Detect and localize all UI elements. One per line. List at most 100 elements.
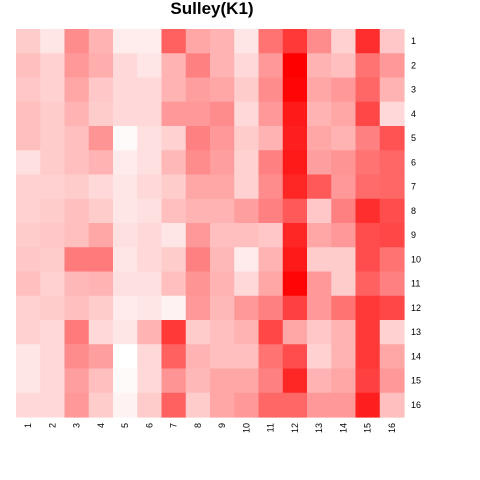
row-tick-label: 16 [411, 400, 421, 410]
heatmap-cell [258, 150, 284, 176]
heatmap-cell [379, 150, 405, 176]
heatmap-cell [161, 271, 187, 297]
heatmap-cell [210, 198, 235, 224]
heatmap-cell [88, 320, 114, 345]
heatmap-cell [234, 295, 260, 321]
heatmap-cell [379, 101, 405, 127]
heatmap-cell [64, 126, 90, 151]
heatmap-cell [88, 271, 114, 297]
heatmap-cell [331, 53, 357, 79]
heatmap-cell [282, 247, 308, 273]
heatmap-cell [331, 101, 357, 127]
heatmap-cell [307, 392, 332, 418]
heatmap-cell [40, 29, 66, 54]
heatmap-cell [40, 174, 66, 200]
heatmap-cell [16, 247, 41, 273]
heatmap-cell [64, 320, 90, 345]
col-tick-label: 15 [363, 423, 373, 433]
heatmap-cell [210, 29, 235, 54]
heatmap-cell [40, 344, 66, 370]
heatmap-cell [113, 392, 138, 418]
heatmap-cell [40, 320, 66, 345]
heatmap-cell [40, 150, 66, 176]
heatmap-cell [282, 344, 308, 370]
heatmap-cell [161, 53, 187, 79]
heatmap-cell [210, 247, 235, 273]
heatmap-cell [64, 295, 90, 321]
heatmap-cell [234, 320, 260, 345]
heatmap-cell [210, 223, 235, 248]
heatmap-cell [113, 223, 138, 248]
heatmap-cell [88, 392, 114, 418]
heatmap-cell [282, 29, 308, 54]
heatmap-cell [40, 295, 66, 321]
heatmap-cell [210, 126, 235, 151]
heatmap-cell [331, 150, 357, 176]
heatmap-cell [355, 247, 381, 273]
heatmap-cell [234, 198, 260, 224]
heatmap-cell [258, 295, 284, 321]
heatmap-cell [40, 101, 66, 127]
heatmap-cell [331, 126, 357, 151]
heatmap-cell [331, 295, 357, 321]
heatmap-cell [88, 150, 114, 176]
heatmap-cell [137, 198, 163, 224]
heatmap-cell [40, 53, 66, 79]
heatmap-cell [307, 126, 332, 151]
heatmap-cell [282, 271, 308, 297]
heatmap-cell [282, 368, 308, 394]
heatmap-cell [307, 223, 332, 248]
heatmap-cell [64, 247, 90, 273]
heatmap-cell [137, 223, 163, 248]
heatmap-cell [307, 271, 332, 297]
heatmap-cell [113, 174, 138, 200]
heatmap-cell [88, 223, 114, 248]
heatmap-cell [258, 29, 284, 54]
heatmap-cell [40, 198, 66, 224]
heatmap-cell [307, 368, 332, 394]
heatmap-cell [379, 368, 405, 394]
heatmap-cell [379, 320, 405, 345]
heatmap-cell [355, 77, 381, 103]
heatmap-cell [234, 174, 260, 200]
heatmap-cell [185, 198, 211, 224]
heatmap-cell [16, 392, 41, 418]
heatmap-cell [88, 368, 114, 394]
heatmap-cell [258, 320, 284, 345]
heatmap-cell [258, 392, 284, 418]
heatmap-cell [161, 198, 187, 224]
heatmap-cell [16, 271, 41, 297]
row-tick-label: 13 [411, 327, 421, 337]
col-tick-label: 9 [217, 423, 227, 428]
heatmap-cell [113, 247, 138, 273]
heatmap-cell [137, 368, 163, 394]
heatmap-cell [258, 174, 284, 200]
heatmap-cell [185, 77, 211, 103]
heatmap-cell [137, 77, 163, 103]
heatmap-cell [210, 77, 235, 103]
heatmap-cell [113, 320, 138, 345]
heatmap-cell [161, 150, 187, 176]
heatmap-cell [282, 53, 308, 79]
col-tick-label: 14 [338, 423, 348, 433]
heatmap-cell [161, 174, 187, 200]
heatmap-cell [258, 247, 284, 273]
heatmap-cell [137, 174, 163, 200]
heatmap-cell [379, 271, 405, 297]
row-tick-label: 14 [411, 351, 421, 361]
heatmap-cell [282, 77, 308, 103]
heatmap-cell [185, 295, 211, 321]
heatmap-cell [234, 150, 260, 176]
heatmap-cell [64, 368, 90, 394]
heatmap-cell [355, 53, 381, 79]
heatmap-cell [331, 77, 357, 103]
heatmap-cell [137, 247, 163, 273]
heatmap-cell [88, 295, 114, 321]
heatmap-cell [113, 126, 138, 151]
col-tick-label: 2 [47, 423, 57, 428]
heatmap-cell [16, 77, 41, 103]
heatmap-cell [379, 295, 405, 321]
heatmap-cell [185, 29, 211, 54]
heatmap-cell [210, 295, 235, 321]
heatmap-cell [234, 126, 260, 151]
